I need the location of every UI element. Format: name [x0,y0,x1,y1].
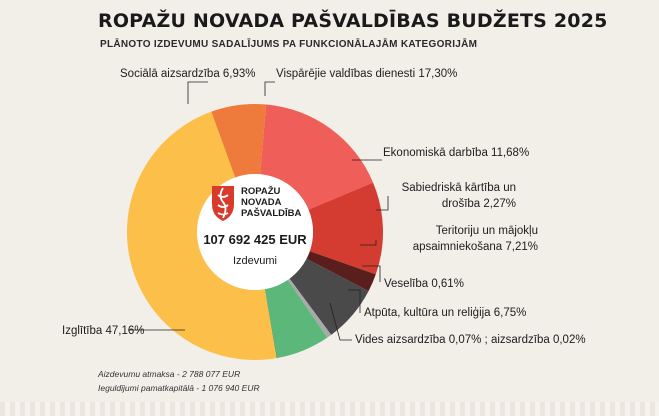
decorative-border [0,402,659,416]
slice-ekonomiskā-darbība [308,182,383,275]
label-sabiedriska: Sabiedriskā kārtība un drošība 2,27% [401,182,516,210]
municipality-logo [212,186,234,221]
slice-sociālā-aizsardzība [211,104,267,178]
leader-sabiedriska [376,196,389,211]
page-subtitle: PLĀNOTO IZDEVUMU SADALĪJUMS PA FUNKCIONĀ… [100,39,478,50]
footnote-loans: Aizdevumu atmaksa - 2 788 077 EUR [98,369,241,379]
label-izglitiba: Izglītība 47,16% [62,325,145,337]
label-vides: Vides aizsardzība 0,07% ; aizsardzība 0,… [355,334,586,346]
leader-veseliba [362,265,381,282]
footnote-capital: Ieguldījumi pamatkapitālā - 1 076 940 EU… [98,383,260,393]
slice-veselība [287,278,332,338]
leader-teritoriju [360,240,377,246]
leader-socialais [187,81,208,104]
label-atputa: Atpūta, kultūra un reliģija 6,75% [364,307,527,319]
logo-line-2: NOVADA [241,197,282,208]
logo-line-1: ROPAŽU [241,185,281,197]
slice-aizsardzība [264,289,277,359]
label-veseliba: Veselība 0,61% [384,278,464,290]
logo-line-3: PAŠVALDĪBA [241,207,301,219]
slice-vides-aizsardzība [264,289,278,359]
slice-teritoriju-un-mājokļu-apsaimniekošana [289,258,369,335]
label-socialais: Sociālā aizsardzība 6,93% [120,68,256,80]
slice-izglītība [126,111,277,361]
leader-vides [329,302,352,341]
page-title: ROPAŽU NOVADA PAŠVALDĪBAS BUDŽETS 2025 [98,10,608,32]
slice-sabiedriskā-kārtība-un-drošība [306,251,376,292]
label-ekonomiska: Ekonomiskā darbība 11,68% [383,147,530,159]
slice-atpūta-kultūra-un-reliģija [265,279,328,359]
leader-visparejie [264,81,275,96]
leader-atputa [348,289,361,313]
label-visparejie: Vispārējie valdības dienesti 17,30% [276,68,458,80]
total-caption: Izdevumi [233,255,277,267]
total-amount: 107 692 425 EUR [203,232,307,247]
slice-vispārējie-valdības-dienesti [260,104,374,210]
label-teritoriju: Teritoriju un mājokļu apsaimniekošana 7,… [412,225,538,253]
